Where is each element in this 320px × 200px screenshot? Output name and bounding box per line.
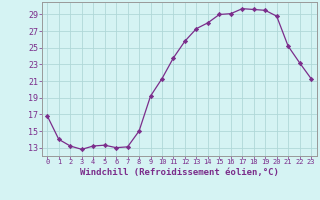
X-axis label: Windchill (Refroidissement éolien,°C): Windchill (Refroidissement éolien,°C) <box>80 168 279 177</box>
